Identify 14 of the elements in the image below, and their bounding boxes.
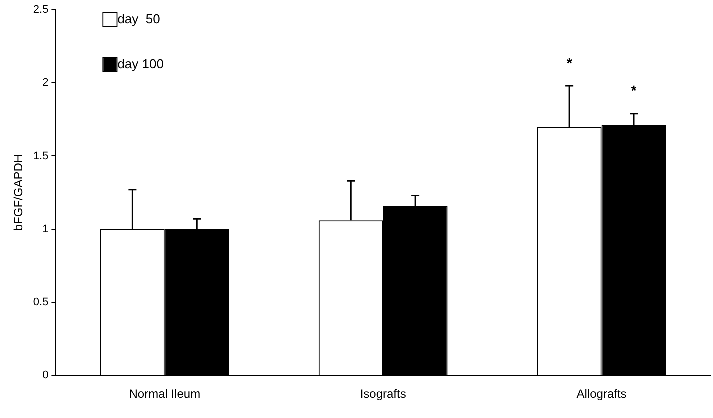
annotation: * [631,82,638,99]
x-tick-label: Allografts [576,387,627,402]
legend-label: day 100 [118,56,164,72]
y-tick-label: 1.5 [33,150,49,162]
x-tick-label: Isografts [360,387,406,402]
y-tick-label: 0 [42,370,49,382]
y-tick-label: 1 [42,223,49,236]
y-tick-label: 2.5 [33,4,49,16]
y-tick-label: 0.5 [33,296,49,309]
y-tick-label: 2 [42,77,49,90]
legend-label: day 50 [118,12,160,27]
y-axis-title: bFGF/GAPDH [12,154,26,232]
x-tick-label: Normal Ileum [129,387,201,402]
annotation: * [566,54,573,71]
